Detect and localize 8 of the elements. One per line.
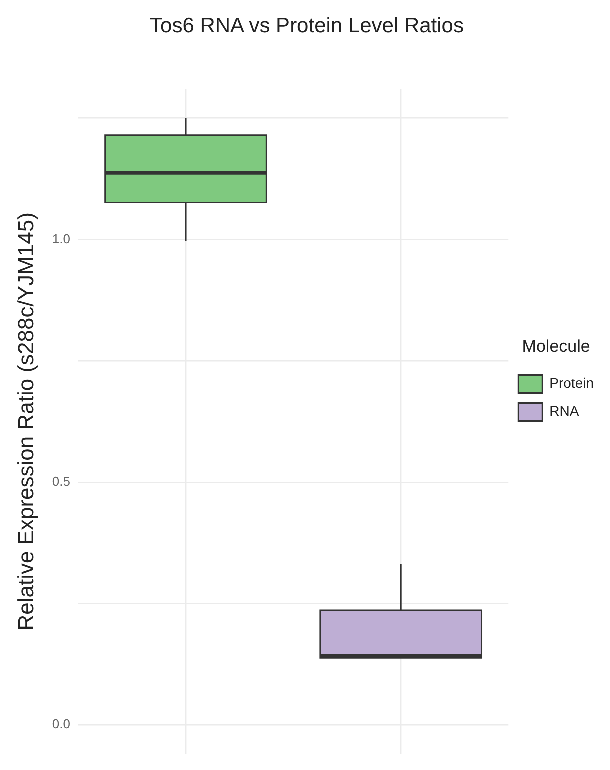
y-tick-label: 1.0 (52, 231, 70, 246)
legend-title: Molecule (522, 336, 590, 356)
legend-label: Protein (550, 375, 594, 392)
y-tick-label: 0.5 (52, 474, 70, 489)
y-tick-label: 0.0 (52, 716, 70, 732)
y-axis-title: Relative Expression Ratio (s288c/YJM145) (13, 212, 38, 631)
legend-label: RNA (550, 403, 580, 420)
chart-title: Tos6 RNA vs Protein Level Ratios (150, 14, 464, 38)
